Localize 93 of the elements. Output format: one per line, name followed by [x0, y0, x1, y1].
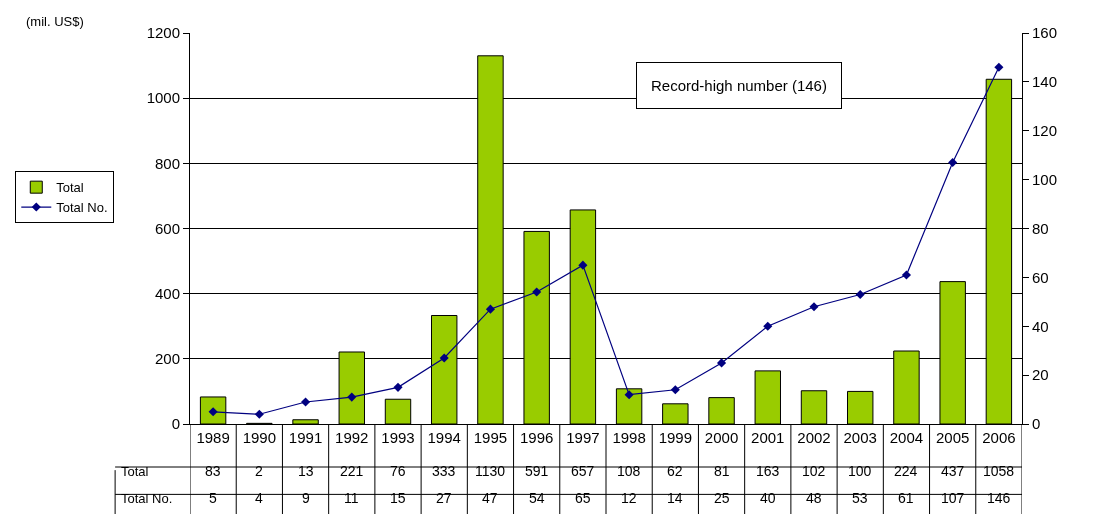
y-tick-label: 1000: [146, 89, 180, 107]
point: [393, 382, 403, 392]
x-tick-label: 1993: [381, 429, 415, 446]
x-tick-label: 1999: [658, 429, 693, 446]
data-label: 1130: [475, 463, 506, 479]
legend-label: Total: [56, 180, 84, 196]
data-label: 25: [714, 490, 730, 506]
y2-tick-label: 60: [1032, 268, 1049, 286]
point: [717, 358, 727, 368]
data-label: 54: [529, 490, 545, 506]
data-label: 163: [756, 463, 780, 479]
data-label: 11: [344, 490, 359, 506]
x-tick-label: 2006: [982, 429, 1016, 446]
x-tick-label: 1989: [196, 429, 230, 446]
y-axis-title: (mil. US$): [26, 14, 84, 29]
data-label: 48: [806, 490, 822, 506]
data-label: 5: [209, 490, 217, 506]
point: [347, 392, 357, 402]
data-label: 333: [432, 463, 456, 479]
data-label: 221: [340, 463, 364, 479]
data-label: 1058: [983, 463, 1015, 479]
data-label: 14: [667, 490, 683, 506]
data-label: 13: [298, 463, 314, 479]
data-label: 591: [525, 463, 549, 479]
data-label: 100: [848, 463, 872, 479]
data-label: 40: [760, 490, 776, 506]
data-label: 61: [898, 490, 914, 506]
data-label: 4: [255, 490, 263, 506]
x-tick-label: 1990: [242, 429, 277, 446]
data-label: 224: [894, 463, 918, 479]
x-tick-label: 1998: [612, 429, 646, 446]
data-label: 107: [941, 490, 965, 506]
data-label: 15: [390, 490, 406, 506]
point: [855, 289, 865, 300]
x-tick-label: 1996: [519, 429, 554, 446]
data-label: 81: [714, 463, 730, 479]
point: [439, 353, 449, 363]
point: [763, 321, 773, 331]
y2-tick-label: 100: [1032, 170, 1058, 188]
data-label: 47: [482, 490, 498, 506]
y2-tick-label: 160: [1032, 24, 1058, 42]
data-label: 62: [667, 463, 683, 479]
point: [670, 385, 680, 395]
x-tick-label: 1994: [427, 429, 461, 446]
x-tick-label: 2002: [797, 429, 831, 446]
data-label: 53: [852, 490, 868, 506]
legend-label: Total No.: [56, 200, 108, 216]
y2-tick-label: 80: [1032, 219, 1049, 237]
y-tick-label: 600: [154, 219, 180, 237]
data-label: 2: [255, 463, 263, 479]
x-tick-label: 2003: [843, 429, 877, 446]
x-tick-label: 1995: [473, 429, 508, 446]
point: [254, 409, 264, 419]
y-tick-label: 0: [171, 415, 180, 433]
data-label: 108: [617, 463, 641, 479]
data-label: 12: [621, 490, 637, 506]
annotation: Record-high number (146): [651, 77, 827, 94]
x-tick-label: 1991: [288, 429, 323, 446]
data-label: 65: [575, 490, 591, 506]
point: [948, 157, 958, 168]
x-tick-label: 1992: [335, 429, 369, 446]
x-tick-label: 2000: [704, 429, 739, 446]
point: [994, 62, 1004, 72]
data-label: 76: [390, 463, 406, 479]
data-label: 657: [571, 463, 595, 479]
data-label: 102: [802, 463, 826, 479]
data-label: 9: [302, 490, 310, 506]
point: [809, 302, 819, 312]
y2-tick-label: 120: [1032, 122, 1058, 139]
x-tick-label: 2001: [751, 429, 785, 446]
y-tick-label: 1200: [146, 24, 180, 42]
y-tick-label: 400: [154, 284, 180, 302]
data-label: 437: [941, 463, 965, 479]
y2-tick-label: 40: [1032, 317, 1049, 335]
text: Total No.: [121, 491, 173, 506]
data-label: 83: [205, 463, 221, 479]
y2-tick-label: 140: [1032, 73, 1058, 91]
y-tick-label: 800: [154, 154, 180, 172]
point: [532, 287, 542, 297]
y-tick-label: 200: [154, 350, 180, 368]
point: [578, 260, 588, 270]
data-label: 146: [987, 490, 1011, 506]
x-tick-label: 1997: [566, 429, 600, 446]
y2-tick-label: 0: [1032, 415, 1041, 433]
point: [301, 397, 311, 407]
data-label: 27: [436, 490, 452, 506]
point: [485, 304, 495, 314]
x-tick-label: 2004: [889, 429, 924, 446]
point: [901, 270, 911, 280]
x-tick-label: 2005: [935, 429, 970, 446]
point: [624, 390, 634, 400]
y2-tick-label: 20: [1032, 366, 1049, 384]
text: Total: [121, 464, 149, 479]
